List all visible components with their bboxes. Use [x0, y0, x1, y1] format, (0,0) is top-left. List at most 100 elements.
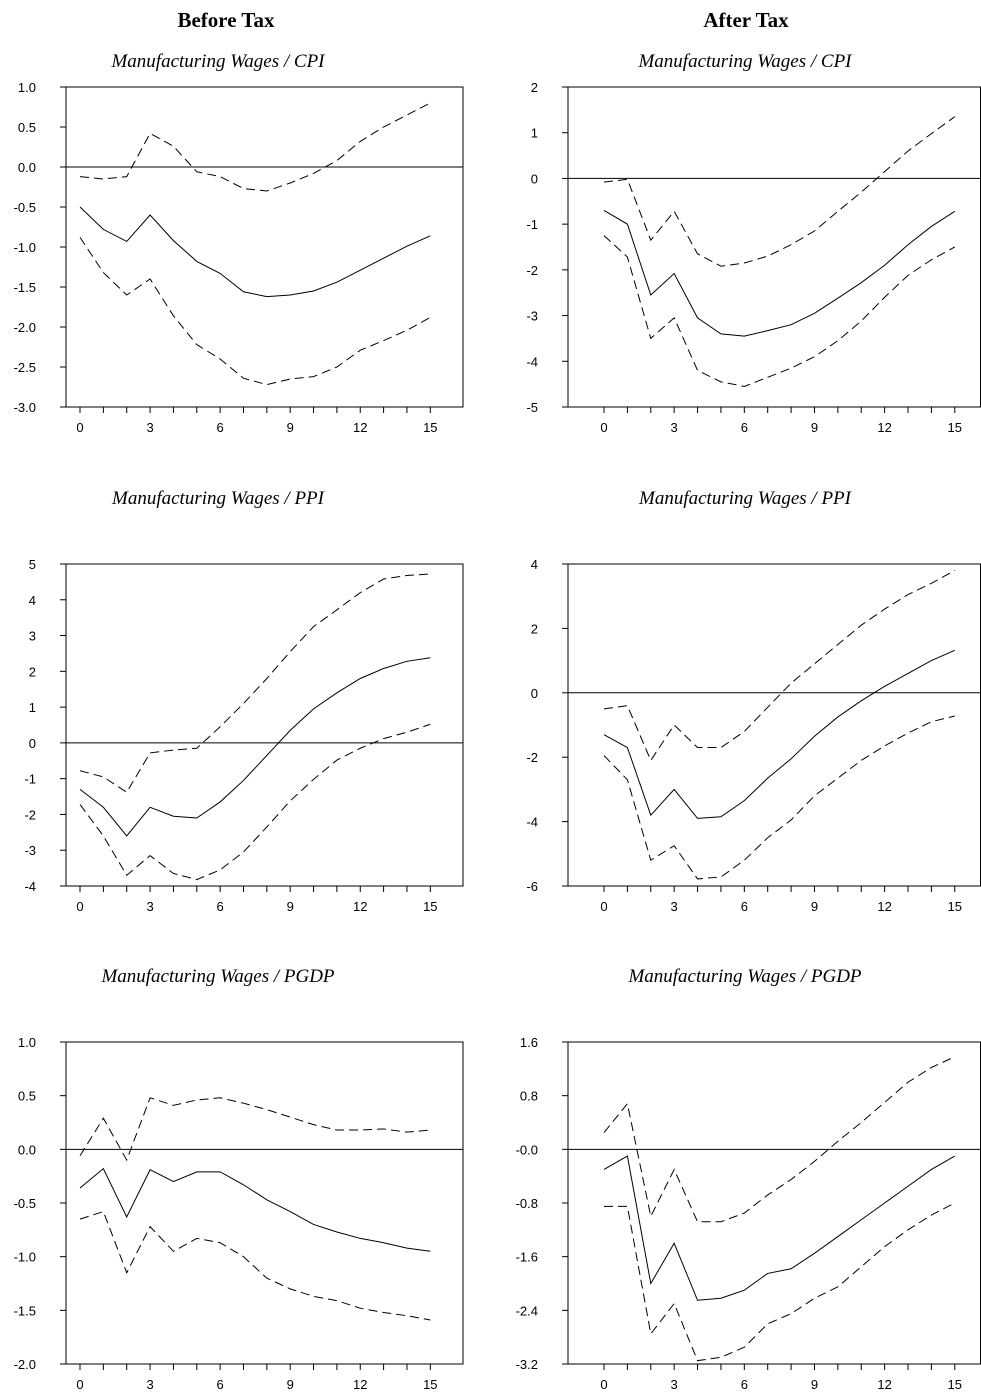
chart-title: Manufacturing Wages / PPI — [111, 488, 326, 509]
y-tick-label: 0 — [531, 686, 538, 701]
x-tick-label: 12 — [353, 1377, 367, 1391]
y-tick-label: -2.0 — [14, 320, 36, 335]
series-line — [79, 102, 431, 192]
x-tick-label: 12 — [877, 420, 891, 435]
x-tick-label: 0 — [600, 899, 607, 914]
y-tick-label: -3 — [526, 309, 538, 324]
y-tick-label: 1 — [29, 700, 36, 715]
y-tick-label: 0 — [531, 171, 538, 186]
y-tick-label: -1.5 — [14, 1303, 36, 1318]
y-tick-label: -4 — [526, 354, 538, 369]
x-tick-label: 9 — [287, 899, 294, 914]
y-tick-label: 5 — [29, 557, 36, 572]
y-tick-label: 0.5 — [18, 120, 36, 135]
series-line — [603, 715, 955, 880]
x-tick-label: 0 — [600, 1377, 607, 1391]
y-tick-label: -0.5 — [14, 1196, 36, 1211]
y-tick-label: -4 — [24, 879, 36, 894]
x-tick-label: 3 — [671, 420, 678, 435]
y-tick-label: 1.0 — [18, 1035, 36, 1050]
x-tick-label: 9 — [287, 420, 294, 435]
column-header: After Tax — [703, 8, 789, 32]
y-tick-label: 0 — [29, 736, 36, 751]
x-tick-label: 9 — [811, 420, 818, 435]
series-line — [79, 573, 431, 793]
x-tick-label: 6 — [741, 420, 748, 435]
x-tick-label: 15 — [948, 899, 962, 914]
series-line — [603, 116, 956, 267]
plot-frame — [567, 1041, 981, 1365]
y-tick-label: 2 — [531, 80, 538, 95]
x-tick-label: 15 — [948, 1377, 962, 1391]
y-tick-label: 1.6 — [520, 1035, 538, 1050]
y-tick-label: 0.8 — [520, 1089, 538, 1104]
y-tick-label: -1.0 — [14, 240, 36, 255]
y-tick-label: 0.0 — [18, 160, 36, 175]
x-tick-label: 6 — [741, 1377, 748, 1391]
y-tick-label: 1 — [531, 126, 538, 141]
series-line — [79, 723, 431, 881]
series-line — [603, 209, 956, 337]
y-tick-label: -1.0 — [14, 1250, 36, 1265]
y-tick-label: -0.0 — [516, 1142, 538, 1157]
x-tick-label: 9 — [811, 1377, 818, 1391]
y-tick-label: 2 — [29, 664, 36, 679]
x-tick-label: 15 — [948, 420, 962, 435]
y-tick-label: -2.4 — [516, 1303, 538, 1318]
x-tick-label: 6 — [741, 899, 748, 914]
x-tick-label: 15 — [423, 899, 437, 914]
y-tick-label: -2 — [526, 750, 538, 765]
column-header: Before Tax — [177, 8, 275, 32]
y-tick-label: -2 — [24, 807, 36, 822]
x-tick-label: 12 — [353, 899, 367, 914]
series-line — [603, 649, 955, 819]
x-tick-label: 0 — [76, 899, 83, 914]
series-line — [79, 657, 431, 837]
x-tick-label: 6 — [217, 420, 224, 435]
series-line — [603, 235, 956, 387]
x-tick-label: 6 — [217, 899, 224, 914]
y-tick-label: -1 — [526, 217, 538, 232]
x-tick-label: 3 — [146, 899, 153, 914]
y-tick-label: -1.5 — [14, 280, 36, 295]
series-line — [603, 1056, 955, 1223]
x-tick-label: 3 — [146, 1377, 153, 1391]
chart-title: Manufacturing Wages / PGDP — [627, 966, 861, 987]
y-tick-label: 2 — [531, 621, 538, 636]
y-tick-label: -3.2 — [516, 1357, 538, 1372]
y-tick-label: 1.0 — [18, 80, 36, 95]
y-tick-label: -6 — [526, 879, 538, 894]
x-tick-label: 3 — [146, 420, 153, 435]
series-line — [79, 237, 431, 386]
x-tick-label: 0 — [76, 1377, 83, 1391]
x-tick-label: 15 — [423, 420, 437, 435]
y-tick-label: -1 — [24, 772, 36, 787]
x-tick-label: 12 — [877, 1377, 891, 1391]
y-tick-label: -4 — [526, 815, 538, 830]
y-tick-label: 0.0 — [18, 1142, 36, 1157]
x-tick-label: 9 — [811, 899, 818, 914]
x-tick-label: 9 — [287, 1377, 294, 1391]
chart-title: Manufacturing Wages / PPI — [638, 488, 853, 509]
x-tick-label: 0 — [600, 420, 607, 435]
plot-frame — [65, 86, 464, 408]
chart-title: Manufacturing Wages / CPI — [110, 51, 326, 72]
series-line — [79, 1210, 431, 1321]
chart-title: Manufacturing Wages / CPI — [637, 51, 853, 72]
series-line — [603, 570, 956, 762]
y-tick-label: -2 — [526, 263, 538, 278]
y-tick-label: -0.5 — [14, 200, 36, 215]
series-line — [604, 1202, 956, 1362]
x-tick-label: 12 — [877, 899, 891, 914]
series-line — [79, 206, 431, 298]
y-tick-label: 3 — [29, 629, 36, 644]
x-tick-label: 6 — [217, 1377, 224, 1391]
y-tick-label: -2.0 — [14, 1357, 36, 1372]
chart-title: Manufacturing Wages / PGDP — [100, 966, 334, 987]
y-tick-label: -1.6 — [516, 1250, 538, 1265]
x-tick-label: 0 — [76, 420, 83, 435]
series-line — [79, 1097, 431, 1162]
x-tick-label: 12 — [353, 420, 367, 435]
